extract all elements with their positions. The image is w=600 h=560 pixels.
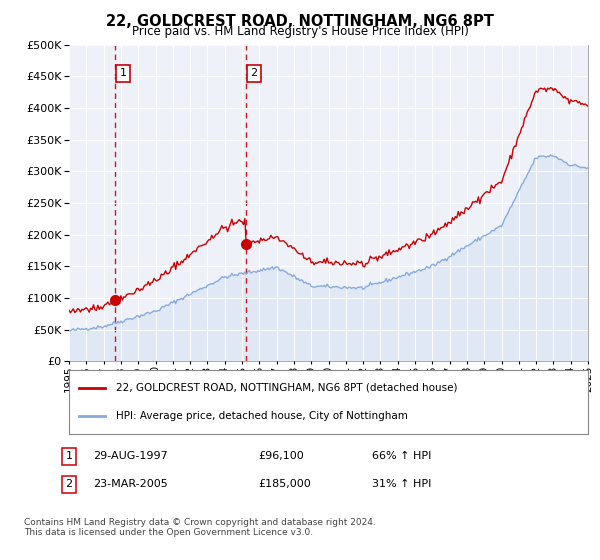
Text: £185,000: £185,000 [258,479,311,489]
Text: 29-AUG-1997: 29-AUG-1997 [93,451,168,461]
Text: 1: 1 [119,68,127,78]
Text: Price paid vs. HM Land Registry's House Price Index (HPI): Price paid vs. HM Land Registry's House … [131,25,469,38]
Text: Contains HM Land Registry data © Crown copyright and database right 2024.
This d: Contains HM Land Registry data © Crown c… [24,518,376,538]
Text: HPI: Average price, detached house, City of Nottingham: HPI: Average price, detached house, City… [116,411,407,421]
Text: 2: 2 [65,479,73,489]
Text: 23-MAR-2005: 23-MAR-2005 [93,479,168,489]
Text: 22, GOLDCREST ROAD, NOTTINGHAM, NG6 8PT (detached house): 22, GOLDCREST ROAD, NOTTINGHAM, NG6 8PT … [116,382,457,393]
Text: £96,100: £96,100 [258,451,304,461]
Text: 2: 2 [250,68,257,78]
Text: 31% ↑ HPI: 31% ↑ HPI [372,479,431,489]
Text: 1: 1 [65,451,73,461]
Text: 22, GOLDCREST ROAD, NOTTINGHAM, NG6 8PT: 22, GOLDCREST ROAD, NOTTINGHAM, NG6 8PT [106,14,494,29]
Text: 66% ↑ HPI: 66% ↑ HPI [372,451,431,461]
